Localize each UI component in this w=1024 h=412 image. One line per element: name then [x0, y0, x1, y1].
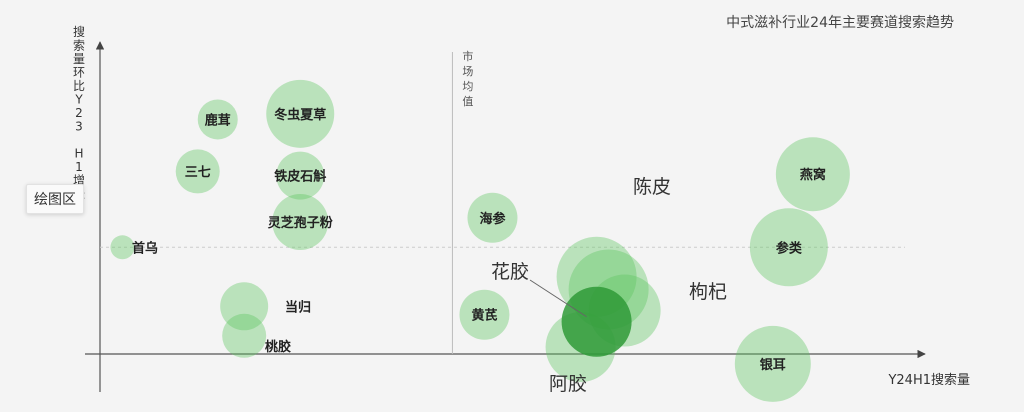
bubble-冬虫夏草 [266, 79, 335, 148]
label-冬虫夏草: 冬虫夏草 [274, 107, 326, 123]
plot-area-tooltip: 绘图区 [26, 184, 84, 214]
label-花胶: 花胶 [491, 261, 529, 283]
bubble-鹿茸 [197, 99, 238, 140]
bubble-燕窝 [775, 137, 850, 212]
bubble-三七 [175, 149, 220, 194]
label-燕窝: 燕窝 [800, 167, 826, 183]
leader-花胶 [529, 279, 587, 318]
bubble-当归 [220, 282, 269, 331]
label-海参: 海参 [479, 211, 506, 227]
label-枸杞: 枸杞 [689, 281, 727, 303]
bubble-首乌 [110, 235, 135, 260]
label-黄芪: 黄芪 [471, 308, 497, 324]
label-首乌: 首乌 [132, 240, 158, 256]
bubble-银耳 [734, 325, 811, 402]
label-铁皮石斛: 铁皮石斛 [273, 169, 326, 185]
label-参类: 参类 [776, 240, 803, 256]
x-axis-label: Y24H1搜索量 [887, 373, 970, 388]
bubble-桃胶 [222, 313, 267, 358]
bubble-灵芝孢子粉 [272, 194, 329, 250]
label-当归: 当归 [285, 299, 311, 315]
bubble-highlight [561, 286, 632, 357]
label-银耳: 银耳 [760, 357, 786, 373]
label-灵芝孢子粉: 灵芝孢子粉 [268, 215, 333, 231]
reference-line-label: 市场均值 [462, 49, 473, 108]
bubble-铁皮石斛 [276, 151, 325, 200]
bubble-海参 [467, 192, 518, 243]
label-三七: 三七 [185, 165, 211, 180]
label-桃胶: 桃胶 [265, 339, 291, 355]
label-陈皮: 陈皮 [633, 176, 671, 198]
bubble-黄芪 [459, 289, 510, 340]
bubble-参类 [749, 208, 828, 287]
label-鹿茸: 鹿茸 [205, 112, 231, 128]
chart-title: 中式滋补行业24年主要赛道搜索趋势 [726, 15, 954, 31]
label-阿胶: 阿胶 [549, 373, 587, 395]
